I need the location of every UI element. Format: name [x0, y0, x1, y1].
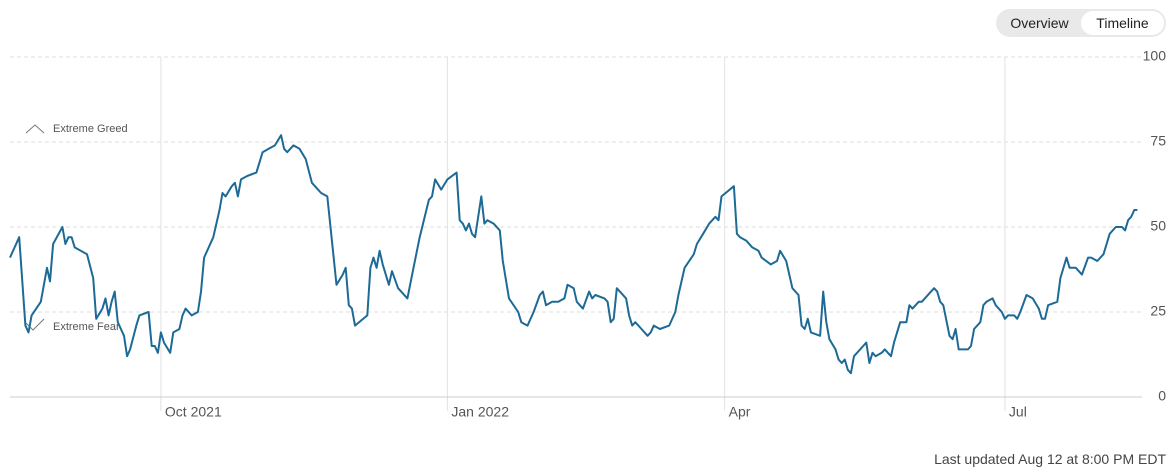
annotation: Extreme Greed [53, 123, 128, 135]
fear-icon [25, 318, 45, 331]
timeline-tab[interactable]: Timeline [1081, 11, 1164, 35]
overview-tab[interactable]: Overview [1010, 15, 1069, 31]
y-tick-label: 100 [1143, 48, 1167, 64]
y-tick-label: 75 [1150, 133, 1166, 149]
data-line [9, 134, 1138, 375]
x-tick-label: Jan 2022 [451, 404, 509, 420]
chart: Extreme Greed Extreme Fear 0 25 50 75 100 Oct… [9, 48, 1167, 420]
y-tick-label: 0 [1158, 388, 1166, 404]
greed-icon [25, 124, 45, 134]
annotation: Extreme Fear [53, 321, 120, 333]
x-tick-label: Oct 2021 [165, 404, 222, 420]
x-tick-label: Jul [1009, 404, 1027, 420]
view-toggle: Overview Timeline [996, 9, 1166, 37]
y-tick-label: 50 [1150, 218, 1166, 234]
x-tick-label: Apr [729, 404, 751, 420]
y-tick-label: 25 [1150, 303, 1166, 319]
last-updated: Last updated Aug 12 at 8:00 PM EDT [934, 451, 1166, 467]
